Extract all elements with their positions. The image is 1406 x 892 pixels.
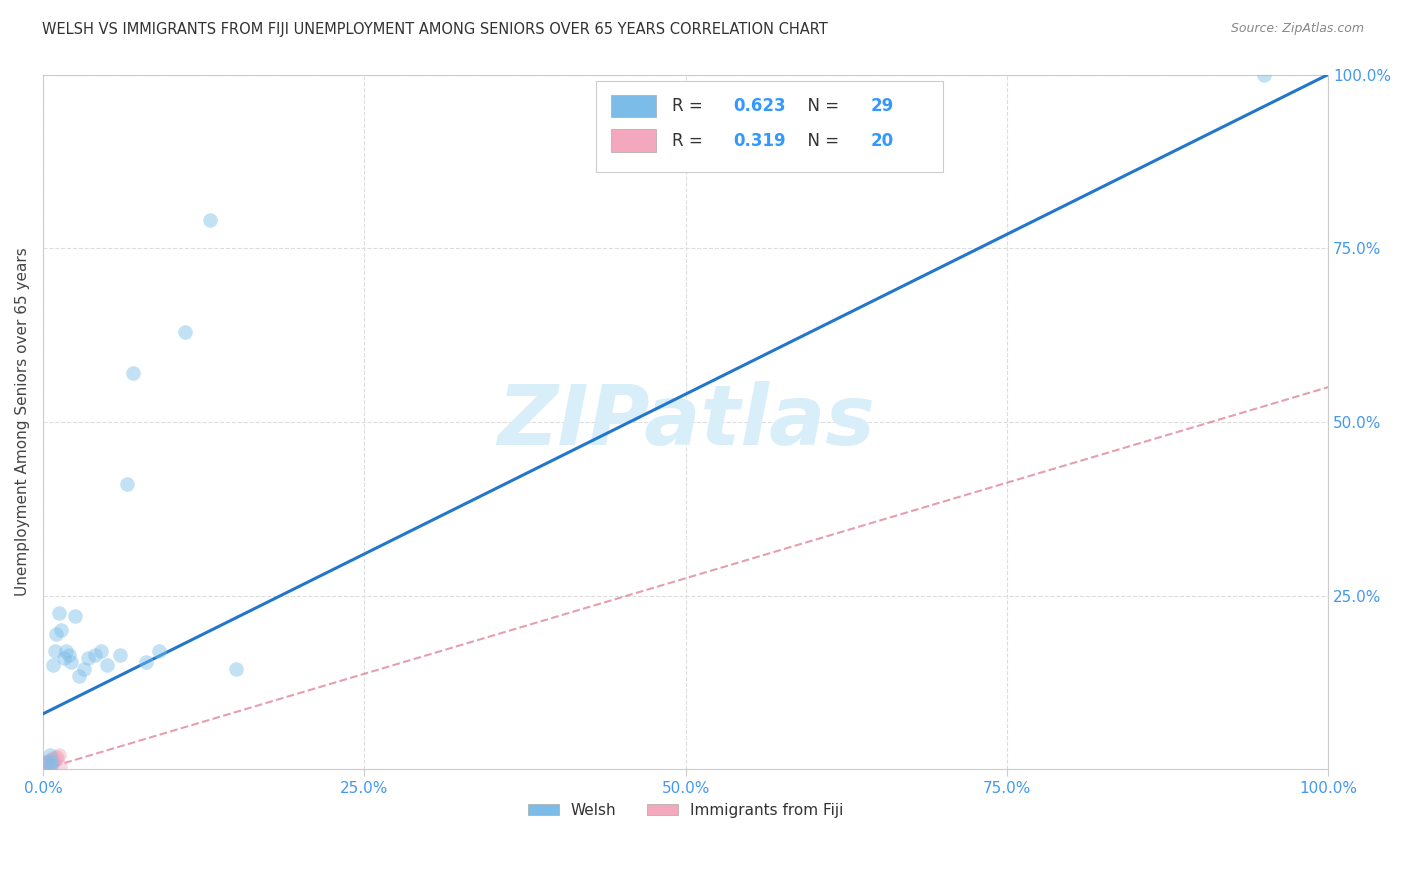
Bar xyxy=(612,129,657,152)
Point xyxy=(35,756,58,771)
Point xyxy=(110,648,132,662)
Point xyxy=(35,758,58,772)
Point xyxy=(45,751,67,765)
Point xyxy=(1253,68,1275,82)
Text: WELSH VS IMMIGRANTS FROM FIJI UNEMPLOYMENT AMONG SENIORS OVER 65 YEARS CORRELATI: WELSH VS IMMIGRANTS FROM FIJI UNEMPLOYME… xyxy=(42,22,828,37)
Point xyxy=(135,655,157,669)
Point xyxy=(37,754,59,768)
Point xyxy=(67,668,90,682)
Point xyxy=(41,752,63,766)
Text: 0.319: 0.319 xyxy=(733,131,786,150)
Point xyxy=(122,366,145,380)
Point xyxy=(73,662,96,676)
Point xyxy=(35,756,58,770)
Text: 29: 29 xyxy=(870,97,894,115)
Point xyxy=(38,756,60,771)
Legend: Welsh, Immigrants from Fiji: Welsh, Immigrants from Fiji xyxy=(522,797,849,824)
Point xyxy=(90,644,112,658)
Point xyxy=(48,606,70,620)
Point xyxy=(49,759,72,773)
Point xyxy=(55,644,77,658)
Point xyxy=(38,755,60,769)
Text: R =: R = xyxy=(672,97,707,115)
Point xyxy=(38,748,60,763)
Point xyxy=(200,213,222,227)
Point xyxy=(35,757,58,772)
Point xyxy=(41,756,63,770)
Text: 20: 20 xyxy=(870,131,894,150)
Point xyxy=(39,756,62,770)
Bar xyxy=(612,95,657,117)
Text: Source: ZipAtlas.com: Source: ZipAtlas.com xyxy=(1230,22,1364,36)
Point xyxy=(44,644,66,658)
Point xyxy=(39,759,62,773)
Point xyxy=(44,753,66,767)
Point xyxy=(52,651,75,665)
Point xyxy=(42,658,65,673)
Text: N =: N = xyxy=(797,97,845,115)
Point xyxy=(115,477,138,491)
Point xyxy=(45,627,67,641)
Point xyxy=(35,756,58,770)
Point xyxy=(96,658,118,673)
Point xyxy=(42,753,65,767)
Point xyxy=(48,748,70,763)
Point xyxy=(46,749,69,764)
Text: 0.623: 0.623 xyxy=(733,97,786,115)
Text: R =: R = xyxy=(672,131,707,150)
Text: ZIPatlas: ZIPatlas xyxy=(496,382,875,462)
Point xyxy=(148,644,170,658)
Point xyxy=(83,648,105,662)
Point xyxy=(51,624,73,638)
Point xyxy=(58,648,80,662)
Point xyxy=(77,651,100,665)
Point xyxy=(225,662,247,676)
Point xyxy=(39,753,62,767)
Point xyxy=(41,754,63,768)
Point xyxy=(173,325,195,339)
Point xyxy=(37,756,59,770)
Y-axis label: Unemployment Among Seniors over 65 years: Unemployment Among Seniors over 65 years xyxy=(15,248,30,596)
Point xyxy=(60,655,83,669)
Point xyxy=(42,751,65,765)
Point xyxy=(65,609,87,624)
Point xyxy=(34,759,56,773)
FancyBboxPatch shape xyxy=(596,81,942,172)
Text: N =: N = xyxy=(797,131,845,150)
